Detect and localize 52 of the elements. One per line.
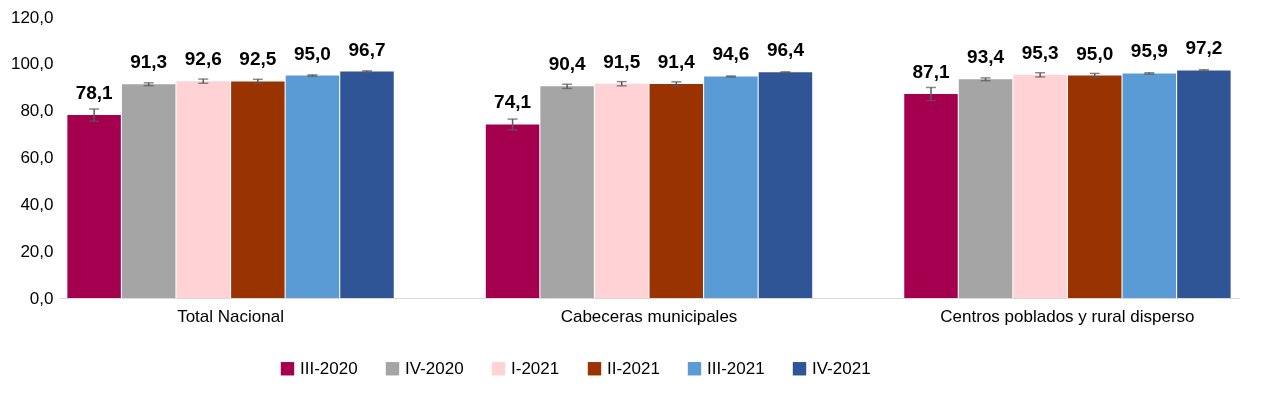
y-tick-label: 40,0	[20, 194, 54, 214]
x-tick-label: Centros poblados y rural disperso	[940, 306, 1195, 326]
bar	[176, 81, 231, 298]
y-tick-label: 80,0	[20, 101, 54, 121]
legend-label: IV-2020	[405, 358, 464, 378]
legend-label: III-2021	[707, 358, 765, 378]
data-label: 95,0	[1076, 42, 1114, 64]
legend-label: IV-2021	[812, 358, 871, 378]
data-label: 74,1	[494, 91, 532, 113]
data-label: 87,1	[912, 61, 950, 83]
data-label: 91,5	[603, 50, 641, 72]
data-label: 94,6	[712, 43, 750, 65]
legend-label: I-2021	[511, 358, 560, 378]
y-tick-label: 100,0	[10, 54, 54, 74]
bar	[285, 75, 340, 298]
bar	[1122, 73, 1177, 298]
data-label: 95,0	[293, 42, 331, 64]
data-label: 91,3	[130, 51, 168, 73]
data-label: 95,3	[1021, 41, 1059, 63]
bar	[594, 83, 649, 298]
data-label: 96,4	[766, 39, 805, 61]
data-label: 95,9	[1130, 40, 1168, 62]
bar	[485, 124, 540, 298]
bar	[121, 84, 176, 298]
data-label: 92,5	[239, 48, 277, 70]
y-tick-label: 120,0	[10, 7, 54, 27]
bar	[340, 71, 394, 298]
bar	[704, 76, 758, 298]
x-tick-label: Total Nacional	[177, 306, 284, 326]
data-label: 78,1	[75, 82, 114, 104]
data-label: 93,4	[967, 46, 1005, 68]
data-label: 91,4	[657, 50, 696, 72]
bar	[231, 81, 285, 298]
bar	[758, 72, 813, 298]
bar	[649, 83, 704, 298]
legend-label: III-2020	[300, 358, 358, 378]
bar	[540, 86, 594, 298]
bar	[958, 79, 1013, 298]
y-tick-label: 20,0	[20, 241, 54, 261]
x-tick-label: Cabeceras municipales	[560, 306, 738, 326]
legend-label: II-2021	[607, 358, 660, 378]
data-label: 92,6	[184, 48, 222, 70]
data-label: 97,2	[1185, 37, 1223, 59]
y-tick-label: 0,0	[29, 288, 54, 308]
bar	[1013, 74, 1067, 298]
data-label: 96,7	[348, 38, 386, 60]
bar	[1177, 70, 1231, 298]
bar	[904, 94, 958, 298]
y-tick-label: 60,0	[20, 148, 54, 167]
bar	[1067, 75, 1122, 298]
data-label: 90,4	[548, 53, 587, 75]
bar	[67, 115, 121, 298]
